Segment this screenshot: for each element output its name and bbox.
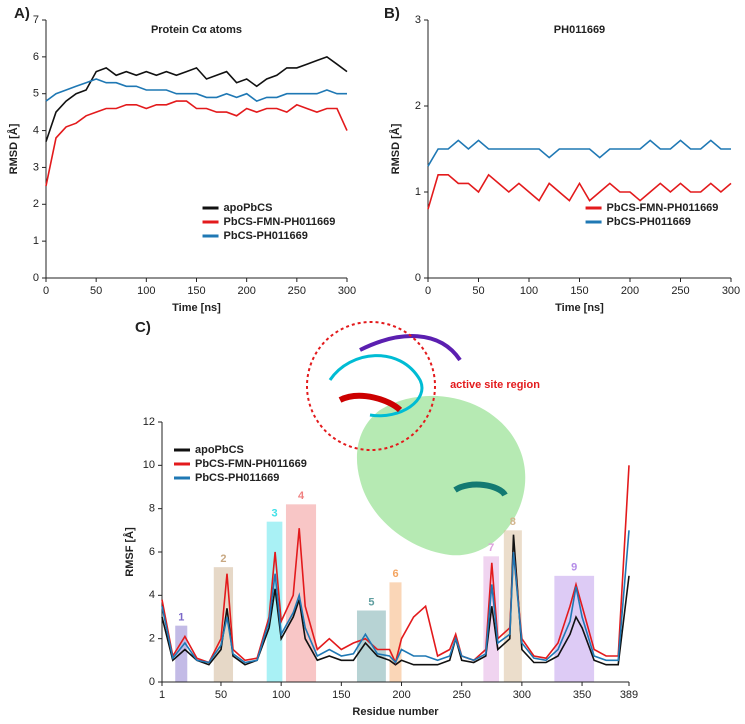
x-tick-label: 250 [288,285,306,297]
y-tick-label: 12 [143,416,155,428]
series-line [45,78,347,103]
region-band [213,567,234,682]
region-band [175,625,188,682]
x-tick-label: 50 [472,285,484,297]
y-axis-label: RMSF [Å] [123,527,136,577]
region-label: 2 [220,553,226,565]
y-tick-label: 7 [33,14,39,26]
x-tick-label: 100 [272,689,290,701]
protein-loop [359,334,462,362]
x-tick-label: 1 [159,689,165,701]
legend-label: PbCS-PH011669 [607,216,691,228]
chart-title: PH011669 [554,24,605,36]
region-band [266,521,283,682]
legend-label: PbCS-PH011669 [195,472,279,484]
x-tick-label: 300 [513,689,531,701]
y-tick-label: 0 [149,676,155,688]
protein-structure [306,321,526,556]
legend-label: PbCS-FMN-PH011669 [195,458,307,470]
legend-label: PbCS-PH011669 [224,230,308,242]
annotation: active site region [450,379,540,391]
legend-label: PbCS-FMN-PH011669 [224,216,336,228]
y-tick-label: 6 [149,546,155,558]
x-axis-label: Residue number [352,706,439,718]
series-line [45,56,348,142]
region-label: 6 [392,568,398,580]
region-label: 4 [298,490,305,502]
y-tick-label: 2 [149,633,155,645]
y-tick-label: 2 [415,100,421,112]
region-band [285,504,317,682]
region-band [503,530,522,682]
y-tick-label: 3 [415,14,421,26]
x-tick-label: 150 [570,285,588,297]
x-tick-label: 50 [90,285,102,297]
series-line [161,465,630,665]
y-tick-label: 0 [415,272,421,284]
y-tick-label: 3 [33,161,39,173]
legend-label: PbCS-FMN-PH011669 [607,202,719,214]
y-axis-label: RMSD [Å] [7,123,20,174]
y-tick-label: 10 [143,459,155,471]
x-tick-label: 200 [237,285,255,297]
protein-body [356,395,526,556]
panel-label: C) [135,319,151,336]
x-axis-label: Time [ns] [172,302,221,314]
y-tick-label: 1 [33,235,39,247]
chart-title: Protein Cα atoms [151,24,242,36]
panel-label: A) [14,5,30,22]
protein-helix [338,392,403,413]
y-tick-label: 8 [149,503,155,515]
y-tick-label: 5 [33,88,39,100]
x-tick-label: 0 [425,285,431,297]
y-axis-label: RMSD [Å] [389,123,402,174]
x-tick-label: 300 [722,285,740,297]
y-tick-label: 4 [149,589,155,601]
region-label: 9 [571,562,577,574]
x-tick-label: 150 [332,689,350,701]
x-tick-label: 200 [392,689,410,701]
series-line [161,534,630,666]
region-label: 8 [510,516,516,528]
protein-helix [453,481,508,497]
x-tick-label: 250 [453,689,471,701]
x-tick-label: 0 [43,285,49,297]
legend-label: apoPbCS [224,202,273,214]
series-line [427,139,731,167]
region-label: 3 [271,508,277,520]
region-band [483,556,500,682]
region-label: 5 [368,596,374,608]
y-tick-label: 1 [415,186,421,198]
series-line [427,173,732,210]
x-tick-label: 250 [671,285,689,297]
x-tick-label: 50 [215,689,227,701]
x-tick-label: 100 [137,285,155,297]
region-band [356,610,386,682]
region-band [389,582,402,682]
panel-label: B) [384,5,400,22]
region-label: 7 [488,542,494,554]
legend-label: apoPbCS [195,444,244,456]
series-line [161,530,630,664]
y-tick-label: 2 [33,198,39,210]
x-tick-label: 350 [573,689,591,701]
x-tick-label: 200 [621,285,639,297]
y-tick-label: 4 [33,124,39,136]
y-tick-label: 6 [33,51,39,63]
protein-loop [328,354,424,418]
region-label: 1 [178,612,184,624]
x-tick-label: 150 [187,285,205,297]
x-tick-label: 300 [338,285,356,297]
x-axis-label: Time [ns] [555,302,604,314]
x-tick-label: 100 [520,285,538,297]
active-site-circle [306,321,436,451]
series-line [45,100,348,187]
x-tick-label: 389 [620,689,638,701]
y-tick-label: 0 [33,272,39,284]
